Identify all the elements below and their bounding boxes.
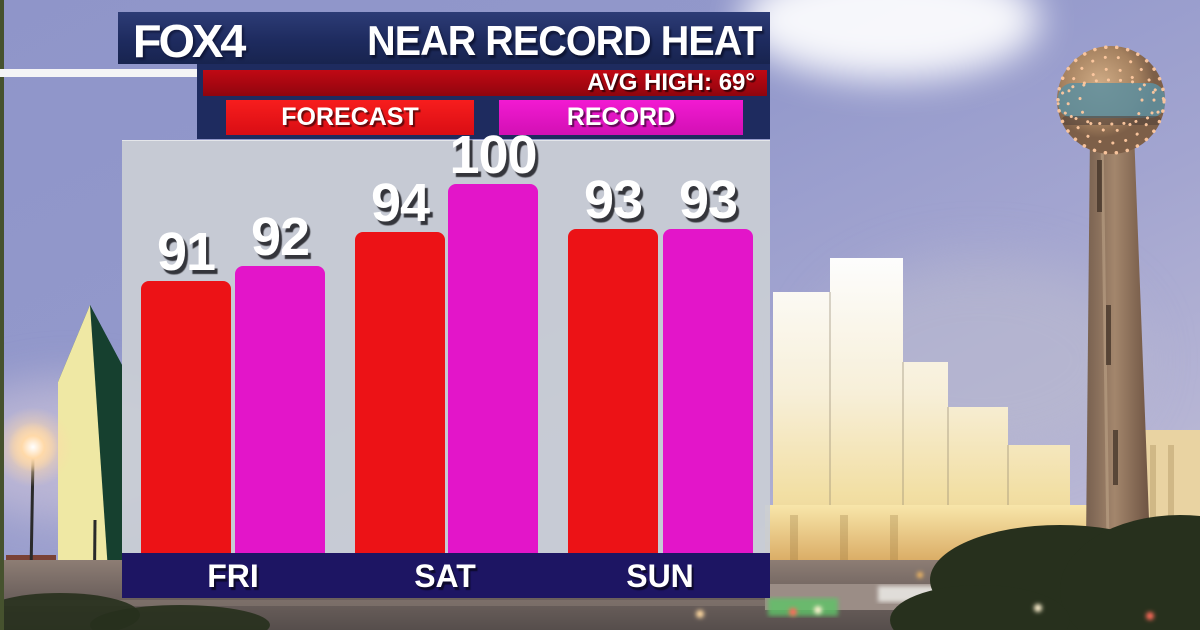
forecast-value-label: 94	[370, 173, 430, 233]
record-value-label: 92	[250, 207, 310, 267]
forecast-bar	[355, 232, 445, 554]
forecast-value-label: 91	[156, 222, 216, 282]
fox4-logo: FOX4	[132, 15, 246, 67]
day-label-fri: FRI	[207, 558, 259, 594]
avg-high-value: AVG HIGH: 69°	[587, 69, 755, 96]
header-bar: FOX4 NEAR RECORD HEAT	[118, 12, 770, 67]
record-value-label: 100	[449, 125, 537, 185]
forecast-value-label: 93	[583, 170, 643, 230]
forecast-bar	[568, 229, 658, 554]
day-label-sun: SUN	[626, 558, 694, 594]
record-value-label: 93	[678, 170, 738, 230]
chart-plot-area: 91 92 94 100 93 93	[122, 128, 770, 554]
record-bar	[448, 184, 538, 554]
legend-forecast: FORECAST	[226, 100, 474, 135]
record-bar	[235, 266, 325, 554]
legend-record: RECORD	[499, 100, 743, 135]
day-label-sat: SAT	[414, 558, 476, 594]
decorative-white-line	[0, 69, 200, 77]
record-bar	[663, 229, 753, 554]
forecast-bar	[141, 281, 231, 554]
page-title: NEAR RECORD HEAT	[367, 17, 763, 64]
avg-high-bar: AVG HIGH: 69°	[203, 69, 767, 96]
day-axis-bar: FRI SAT SUN	[122, 553, 770, 598]
